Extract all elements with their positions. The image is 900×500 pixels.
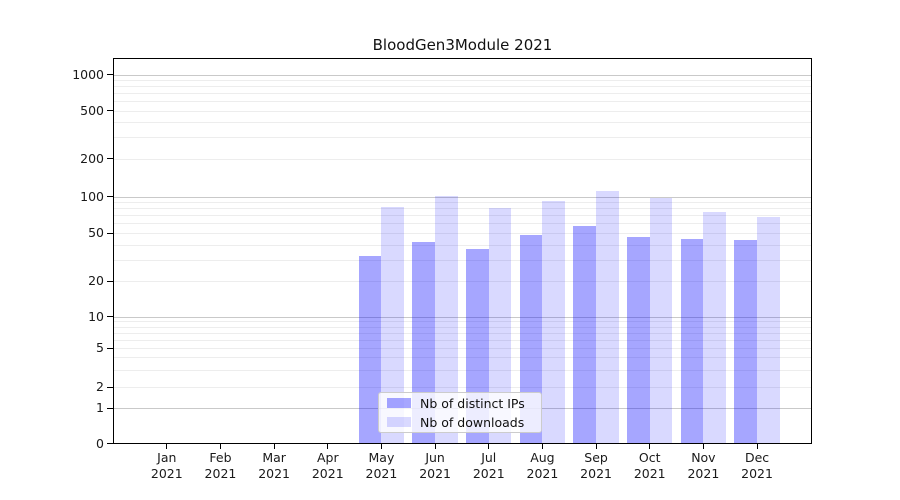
- legend-swatch-distinct-ips: [387, 398, 411, 408]
- x-tick-label: Oct 2021: [633, 450, 666, 481]
- y-tick-label: 1: [96, 400, 104, 415]
- minor-gridline: [113, 202, 812, 204]
- minor-gridline: [113, 326, 812, 328]
- x-tick-label: Mar 2021: [258, 450, 291, 481]
- x-tick-mark: [756, 444, 758, 449]
- y-tick-mark: [107, 74, 113, 76]
- y-tick-label: 1000: [72, 66, 104, 82]
- x-tick-mark: [380, 444, 383, 449]
- x-tick-label: Aug 2021: [526, 450, 559, 481]
- bar-distinct-ips-sep: [573, 226, 597, 444]
- minor-gridline: [113, 233, 812, 234]
- x-tick-label: Sep 2021: [580, 450, 612, 481]
- chart-title: BloodGen3Module 2021: [372, 36, 553, 54]
- minor-gridline: [113, 332, 812, 334]
- x-tick-mark: [166, 444, 168, 449]
- minor-gridline: [113, 208, 812, 210]
- minor-gridline: [113, 387, 812, 388]
- bar-distinct-ips-may: [358, 256, 382, 444]
- x-tick-label: Jun 2021: [419, 450, 451, 481]
- legend: Nb of distinct IPs Nb of downloads: [378, 392, 542, 433]
- legend-swatch-downloads: [387, 417, 411, 427]
- bar-downloads-sep: [595, 191, 619, 444]
- x-tick-label: Apr 2021: [311, 450, 344, 481]
- y-tick-mark: [107, 407, 113, 409]
- bar-downloads-may: [381, 206, 405, 444]
- y-tick-label: 0: [96, 435, 104, 451]
- minor-gridline: [113, 137, 812, 139]
- x-tick-mark: [595, 444, 597, 449]
- x-tick-mark: [488, 444, 490, 449]
- minor-gridline: [113, 122, 812, 124]
- x-tick-label: Jul 2021: [472, 450, 505, 481]
- y-tick-label: 2: [96, 379, 104, 394]
- y-tick-label: 5: [96, 340, 104, 355]
- bar-downloads-oct: [649, 197, 673, 444]
- y-tick-label: 20: [88, 273, 104, 288]
- major-gridline: [113, 74, 812, 76]
- minor-gridline: [113, 101, 812, 103]
- x-tick-mark: [434, 444, 436, 449]
- x-tick-mark: [273, 444, 275, 449]
- x-tick-mark: [219, 444, 222, 449]
- x-tick-label: Jan 2021: [150, 450, 183, 481]
- minor-gridline: [113, 348, 812, 349]
- bar-distinct-ips-oct: [626, 237, 650, 444]
- y-tick-mark: [107, 316, 113, 318]
- minor-gridline: [113, 158, 812, 160]
- minor-gridline: [113, 110, 812, 112]
- y-tick-label: 500: [80, 102, 104, 118]
- major-gridline: [113, 316, 812, 318]
- x-tick-mark: [541, 444, 544, 449]
- legend-item-downloads: Nb of downloads: [387, 413, 541, 432]
- minor-gridline: [113, 339, 812, 341]
- minor-gridline: [113, 79, 812, 81]
- minor-gridline: [113, 357, 812, 359]
- minor-gridline: [113, 215, 812, 217]
- minor-gridline: [113, 93, 812, 95]
- bar-distinct-ips-dec: [734, 239, 758, 444]
- y-tick-mark: [107, 232, 113, 234]
- legend-label-distinct-ips: Nb of distinct IPs: [420, 395, 525, 411]
- y-tick-mark: [107, 196, 113, 198]
- y-tick-mark: [107, 158, 113, 160]
- bar-distinct-ips-nov: [680, 238, 704, 444]
- minor-gridline: [113, 244, 812, 246]
- legend-label-downloads: Nb of downloads: [420, 414, 525, 430]
- minor-gridline: [113, 86, 812, 88]
- y-tick-mark: [107, 386, 113, 388]
- y-tick-label: 10: [88, 308, 104, 324]
- minor-gridline: [113, 281, 812, 282]
- minor-gridline: [113, 321, 812, 323]
- x-tick-mark: [327, 444, 329, 449]
- minor-gridline: [113, 369, 812, 371]
- y-tick-mark: [107, 110, 113, 112]
- x-tick-label: Dec 2021: [741, 450, 773, 481]
- x-tick-label: Nov 2021: [687, 450, 720, 481]
- x-tick-label: Feb 2021: [204, 450, 237, 481]
- y-tick-mark: [107, 280, 113, 282]
- minor-gridline: [113, 259, 812, 261]
- bar-downloads-jul: [488, 208, 512, 444]
- y-tick-label: 200: [80, 150, 104, 166]
- y-tick-mark: [107, 443, 113, 445]
- minor-gridline: [113, 223, 812, 225]
- bar-distinct-ips-aug: [519, 235, 543, 444]
- bar-downloads-dec: [756, 216, 780, 444]
- legend-item-distinct-ips: Nb of distinct IPs: [387, 394, 541, 413]
- x-tick-mark: [649, 444, 651, 449]
- bar-downloads-aug: [542, 201, 566, 444]
- bar-downloads-jun: [434, 195, 458, 444]
- major-gridline: [113, 196, 812, 198]
- bar-downloads-nov: [703, 211, 726, 444]
- y-tick-label: 100: [80, 188, 104, 204]
- y-tick-label: 50: [88, 225, 104, 240]
- y-tick-mark: [107, 347, 113, 349]
- x-tick-mark: [702, 444, 705, 449]
- x-tick-label: May 2021: [365, 450, 398, 481]
